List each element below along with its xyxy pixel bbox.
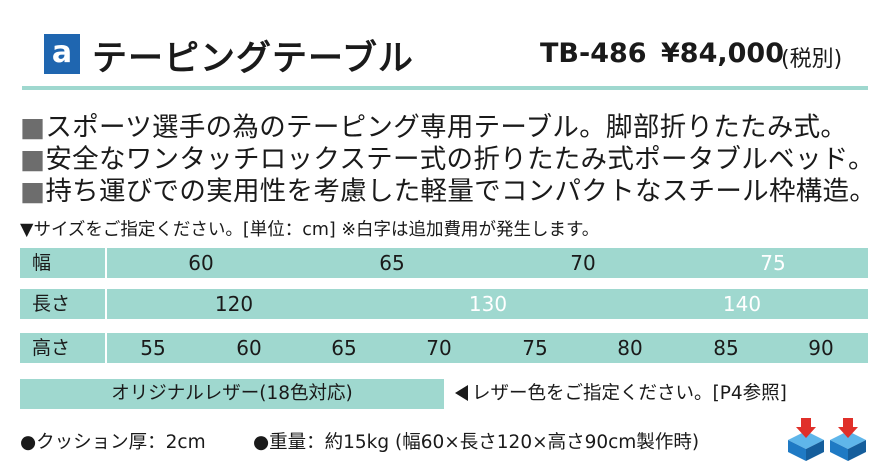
size-instructions: ▼サイズをご指定ください。[単位：cm] ※白字は追加費用が発生します。	[20, 220, 600, 240]
bullet-square-icon: ■	[20, 144, 46, 175]
shipping-box-icon	[829, 417, 867, 461]
section-badge: a	[44, 34, 80, 74]
row-label: 長さ	[20, 289, 105, 319]
row-divider	[105, 248, 107, 278]
size-option[interactable]: 90	[808, 336, 834, 360]
size-option[interactable]: 65	[379, 251, 405, 275]
bullet-square-icon: ■	[20, 176, 46, 207]
size-option[interactable]: 120	[214, 292, 254, 316]
size-option-extra[interactable]: 140	[722, 292, 762, 316]
product-title: テーピングテーブル	[92, 39, 414, 79]
row-label: 幅	[20, 248, 105, 278]
size-option[interactable]: 55	[140, 336, 166, 360]
weight-spec: ●重量：約15kg (幅60×長さ120×高さ90cm製作時)	[253, 432, 700, 453]
size-option[interactable]: 60	[188, 251, 214, 275]
feature-item: ■スポーツ選手の為のテーピング専用テーブル。脚部折りたたみ式。	[20, 112, 848, 143]
size-option-extra[interactable]: 130	[468, 292, 508, 316]
price: ¥84,000	[661, 38, 784, 69]
size-option[interactable]: 85	[713, 336, 739, 360]
size-option[interactable]: 75	[522, 336, 548, 360]
header-divider	[22, 86, 868, 90]
left-arrow-icon	[455, 385, 468, 401]
cushion-spec: ●クッション厚：2cm	[20, 432, 206, 453]
row-label: 高さ	[20, 333, 105, 363]
size-option-extra[interactable]: 75	[760, 251, 786, 275]
size-option[interactable]: 65	[331, 336, 357, 360]
model-number: TB-486	[540, 38, 647, 69]
feature-item: ■安全なワンタッチロックステー式の折りたたみ式ポータブルベッド。	[20, 144, 875, 175]
feature-item: ■持ち運びでの実用性を考慮した軽量でコンパクトなスチール枠構造。	[20, 176, 877, 207]
size-row-length: 長さ 120 130 140	[20, 289, 868, 319]
row-divider	[105, 289, 107, 319]
size-option[interactable]: 80	[617, 336, 643, 360]
size-row-width: 幅 60 65 70 75	[20, 248, 868, 278]
leather-option[interactable]: オリジナルレザー(18色対応)	[20, 379, 444, 409]
size-option[interactable]: 70	[426, 336, 452, 360]
leather-note: レザー色をご指定ください。[P4参照]	[455, 379, 787, 409]
tax-label: (税別)	[781, 47, 843, 72]
bullet-square-icon: ■	[20, 112, 46, 143]
size-option[interactable]: 60	[236, 336, 262, 360]
shipping-box-icon	[787, 417, 825, 461]
size-option[interactable]: 70	[570, 251, 596, 275]
row-divider	[105, 333, 107, 363]
size-row-height: 高さ 55 60 65 70 75 80 85 90	[20, 333, 868, 363]
